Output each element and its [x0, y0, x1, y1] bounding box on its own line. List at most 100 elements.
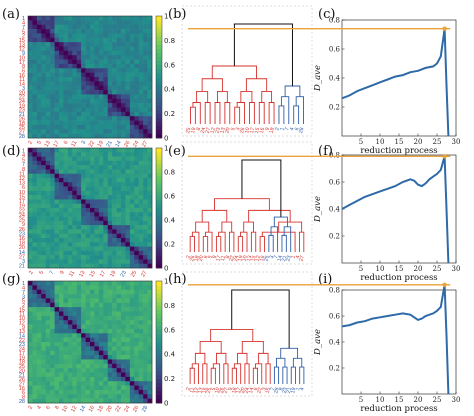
heatmap-cell [32, 246, 38, 252]
heatmap-cell [28, 98, 33, 104]
heatmap-cell [85, 160, 91, 166]
heatmap-cell [125, 46, 131, 52]
heatmap-cell [81, 199, 86, 205]
heatmap-cell [129, 289, 135, 295]
heatmap-cell [28, 203, 33, 209]
heatmap-cell [36, 238, 42, 243]
heatmap-cell [116, 385, 122, 391]
heatmap-cell [59, 199, 64, 205]
heatmap-cell [90, 311, 95, 317]
heatmap-cell [94, 124, 100, 130]
heatmap-cell [143, 59, 148, 65]
heatmap-cell [36, 216, 42, 222]
heatmap-cell [45, 46, 51, 52]
heatmap-cell [81, 107, 86, 113]
heatmap-cell [50, 94, 55, 100]
heatmap-cell [50, 328, 55, 334]
heatmap-cell [50, 394, 55, 399]
heatmap-cell [72, 133, 78, 139]
heatmap-cell [98, 81, 104, 87]
heatmap-cell [32, 385, 38, 391]
heatmap-cell [143, 225, 148, 230]
heatmap-cell [50, 203, 55, 209]
colorbar-tick-label: 0.8 [164, 169, 175, 177]
heatmap-cell [72, 220, 78, 226]
heatmap-cell [59, 294, 64, 299]
heatmap-col-label: 5 [39, 270, 46, 276]
heatmap-cell [76, 107, 82, 113]
colorbar-segment [156, 28, 162, 33]
heatmap-cell [107, 359, 113, 365]
heatmap-cell [121, 77, 126, 82]
heatmap-cell [45, 376, 51, 382]
heatmap-cell [36, 107, 42, 113]
heatmap-cell [138, 77, 144, 82]
heatmap-cell [129, 33, 135, 39]
heatmap-col-label: 4 [36, 405, 43, 411]
heatmap-cell [63, 320, 69, 325]
dendrogram-link [201, 78, 223, 92]
heatmap-cell [121, 165, 126, 170]
heatmap-cell [129, 148, 135, 153]
heatmap-cell [112, 233, 117, 239]
heatmap-cell [50, 199, 55, 205]
heatmap-cell [90, 116, 95, 121]
heatmap-cell [121, 37, 126, 43]
heatmap-cell [90, 20, 95, 26]
heatmap-cell [32, 173, 38, 179]
x-tick-label: 15 [395, 138, 404, 146]
heatmap-cell [41, 250, 47, 256]
heatmap-cell [143, 294, 148, 299]
heatmap-cell [134, 307, 140, 312]
x-tick-label: 25 [433, 265, 442, 273]
heatmap-cell [72, 342, 78, 347]
heatmap-cell [32, 255, 38, 260]
heatmap-cell [147, 285, 153, 291]
heatmap-cell [59, 389, 64, 395]
heatmap-cell [54, 229, 60, 235]
heatmap-cell [67, 376, 73, 382]
heatmap-cell [134, 255, 140, 260]
heatmap-cell [125, 103, 131, 108]
heatmap-cell [59, 190, 64, 196]
heatmap-cell [112, 246, 117, 252]
heatmap-cell [81, 59, 86, 65]
panel-label: (h) [168, 272, 187, 287]
colorbar-segment [156, 394, 162, 400]
heatmap-cell [41, 394, 47, 399]
heatmap-cell [41, 203, 47, 209]
heatmap-cell [116, 98, 122, 104]
heatmap-cell [63, 107, 69, 113]
colorbar-segment [156, 176, 162, 181]
heatmap-cell [85, 29, 91, 34]
heatmap-cell [134, 350, 140, 356]
dendrogram-leaf-label: 12 [255, 255, 262, 262]
heatmap-cell [134, 315, 140, 321]
heatmap-row-label: 12 [19, 320, 25, 326]
heatmap-cell [72, 298, 78, 304]
heatmap-cell [112, 98, 117, 104]
heatmap-cell [129, 20, 135, 26]
heatmap-cell [72, 156, 78, 162]
heatmap-cell [36, 81, 42, 87]
heatmap-cell [45, 81, 51, 87]
heatmap-cell [98, 77, 104, 82]
heatmap-cell [112, 148, 117, 153]
heatmap-cell [94, 298, 100, 304]
colorbar-segment [156, 346, 162, 351]
heatmap-cell [94, 320, 100, 325]
heatmap-cell [125, 77, 131, 82]
heatmap-cell [112, 350, 117, 356]
heatmap-cell [76, 233, 82, 239]
heatmap-cell [129, 363, 135, 369]
heatmap-cell [94, 186, 100, 192]
heatmap-cell [138, 68, 144, 73]
heatmap-row-label: 20 [19, 245, 25, 251]
heatmap-cell [54, 129, 60, 134]
heatmap-cell [72, 68, 78, 73]
heatmap-cell [112, 263, 117, 269]
heatmap-cell [147, 389, 153, 395]
heatmap-cell [125, 346, 131, 352]
heatmap-cell [81, 212, 86, 217]
